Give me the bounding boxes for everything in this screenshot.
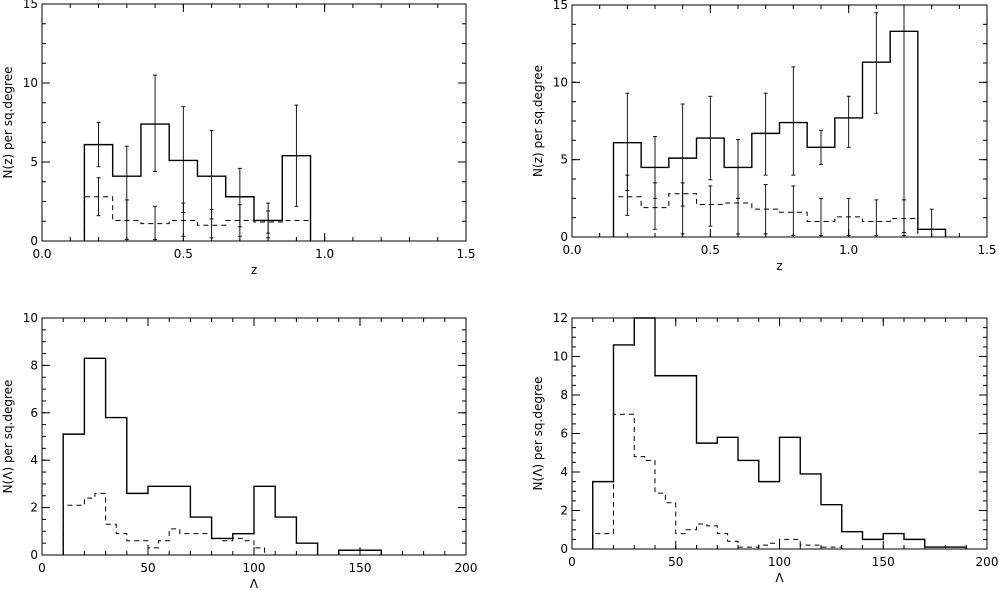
error-bar xyxy=(874,12,879,114)
y-tick-label: 2 xyxy=(30,501,38,515)
x-axis-label: Λ xyxy=(775,571,784,585)
error-bar xyxy=(846,95,851,148)
histogram-series-dashed xyxy=(592,413,843,549)
x-tick-label: 100 xyxy=(243,561,266,575)
y-axis-label: N(z) per sq.degree xyxy=(1,67,15,179)
error-bar xyxy=(846,197,851,236)
x-tick-label: 50 xyxy=(140,561,155,575)
error-bar xyxy=(763,92,768,176)
error-bar xyxy=(874,199,879,236)
y-tick-label: 0 xyxy=(560,542,568,556)
y-tick-label: 5 xyxy=(560,153,568,167)
y-tick-label: 5 xyxy=(30,155,38,169)
y-tick-label: 10 xyxy=(553,350,568,364)
x-axis-label: z xyxy=(251,263,257,277)
error-bar xyxy=(96,177,101,217)
x-tick-label: 0 xyxy=(38,561,46,575)
error-bar xyxy=(902,199,906,236)
y-tick-label: 8 xyxy=(560,388,568,402)
y-axis-label: N(Λ) per sq.degree xyxy=(531,377,545,491)
x-tick-label: 1.5 xyxy=(977,243,996,257)
error-bar xyxy=(209,208,214,239)
x-tick-label: 100 xyxy=(768,555,791,569)
error-bar xyxy=(294,104,299,207)
x-tick-label: 1.5 xyxy=(456,247,475,261)
error-bar xyxy=(763,183,768,235)
error-bar xyxy=(181,106,186,214)
x-tick-label: 0.0 xyxy=(32,247,51,261)
x-axis-label: z xyxy=(776,259,782,273)
x-tick-label: 200 xyxy=(455,561,478,575)
chart-panel-2: 0.0 0.5 1.0 1.5 0 5 10 15 z N(z) per sq.degree xyxy=(531,0,997,273)
error-bar xyxy=(708,185,713,227)
error-bar xyxy=(708,95,713,181)
histogram-series-solid xyxy=(612,30,947,237)
error-bar xyxy=(819,197,823,236)
y-tick-label: 15 xyxy=(23,0,38,11)
x-tick-label: 1.0 xyxy=(315,247,334,261)
y-tick-label: 10 xyxy=(23,76,38,90)
x-tick-label: 150 xyxy=(349,561,372,575)
error-bar xyxy=(237,204,242,237)
histogram-series-solid xyxy=(62,357,319,555)
y-axis-label: N(z) per sq.degree xyxy=(531,65,545,177)
histogram-series-dashed xyxy=(62,492,266,555)
plot-frame xyxy=(571,317,988,550)
error-bar xyxy=(736,197,740,235)
error-bar xyxy=(653,182,657,230)
y-tick-label: 0 xyxy=(560,230,568,244)
x-tick-label: 1.0 xyxy=(839,243,858,257)
y-tick-label: 4 xyxy=(560,465,568,479)
x-tick-label: 50 xyxy=(668,555,683,569)
y-tick-label: 2 xyxy=(560,504,568,518)
x-tick-label: 200 xyxy=(976,555,999,569)
error-bar xyxy=(929,208,934,238)
error-bar xyxy=(902,4,906,233)
x-axis-label: Λ xyxy=(250,577,259,590)
y-tick-label: 10 xyxy=(23,311,38,325)
x-tick-label: 0.5 xyxy=(701,243,720,257)
error-bar xyxy=(791,66,796,176)
x-tick-label: 0.5 xyxy=(174,247,193,261)
chart-panel-3: 0 50 100 150 200 0 2 4 6 8 10 Λ N(Λ) per sq.degree xyxy=(1,311,477,590)
y-tick-label: 6 xyxy=(560,427,568,441)
y-tick-label: 15 xyxy=(553,0,568,12)
x-tick-label: 150 xyxy=(872,555,895,569)
error-bar xyxy=(266,210,271,234)
histogram-series-solid xyxy=(338,549,382,555)
x-tick-label: 0 xyxy=(568,555,576,569)
error-bar xyxy=(209,129,214,220)
y-tick-label: 8 xyxy=(30,358,38,372)
error-bar xyxy=(153,205,158,240)
chart-panel-1: 0.0 0.5 1.0 1.5 0 5 10 15 z N(z) per sq.degree xyxy=(1,0,476,277)
error-bar xyxy=(181,202,186,237)
y-tick-label: 0 xyxy=(30,548,38,562)
y-tick-label: 6 xyxy=(30,406,38,420)
error-bar xyxy=(680,182,685,235)
error-bar xyxy=(124,199,129,240)
chart-panel-4: 0 50 100 150 200 0 2 4 6 8 10 12 Λ N(Λ) per sq.degree xyxy=(531,311,998,585)
histogram-series-solid xyxy=(83,123,312,241)
error-bar xyxy=(625,174,630,216)
x-tick-label: 0.0 xyxy=(562,243,581,257)
error-bar xyxy=(736,139,740,199)
error-bar xyxy=(153,74,158,172)
error-bar xyxy=(791,185,796,236)
y-tick-label: 4 xyxy=(30,453,38,467)
error-bar xyxy=(96,122,101,168)
plot-frame xyxy=(571,4,988,238)
y-tick-label: 0 xyxy=(30,234,38,248)
error-bar xyxy=(819,129,823,165)
y-tick-label: 10 xyxy=(553,75,568,89)
histogram-series-solid xyxy=(592,317,967,549)
histogram-series-dashed xyxy=(83,196,312,241)
y-axis-label: N(Λ) per sq.degree xyxy=(1,380,15,494)
y-tick-label: 12 xyxy=(553,311,568,325)
